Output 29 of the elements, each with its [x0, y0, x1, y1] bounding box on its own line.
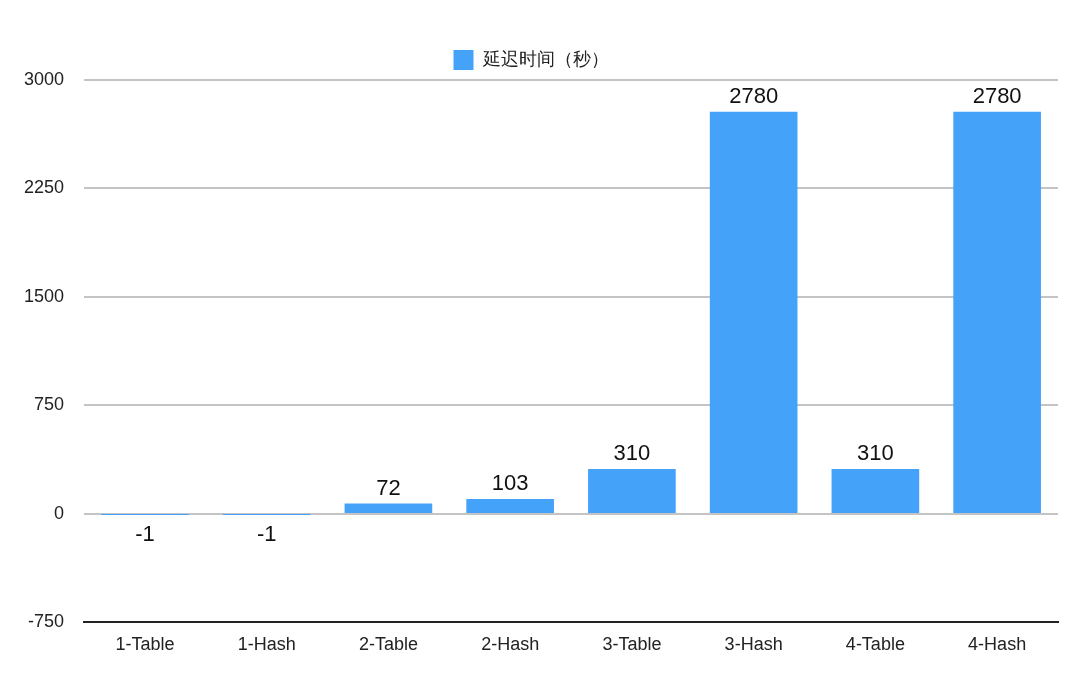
data-label: -1: [135, 521, 155, 547]
y-tick-label: 1500: [24, 285, 65, 306]
x-tick-label: 1-Table: [115, 634, 175, 655]
x-tick-label: 2-Hash: [481, 634, 540, 655]
data-label: 310: [857, 440, 894, 466]
y-tick-label: 2250: [24, 177, 65, 198]
bar: [344, 503, 433, 513]
x-tick-label: 3-Hash: [724, 634, 783, 655]
x-tick-label: 3-Table: [602, 634, 662, 655]
bar: [588, 469, 676, 513]
x-tick-label: 1-Hash: [237, 634, 296, 655]
bar: [831, 469, 920, 513]
data-label: 2780: [972, 82, 1022, 108]
data-label: 2780: [729, 82, 779, 108]
y-tick-label: -750: [28, 611, 65, 632]
bar: [709, 111, 798, 513]
bar: [466, 499, 554, 513]
x-tick-label: 4-Hash: [968, 634, 1027, 655]
data-label: 72: [376, 474, 401, 500]
y-tick-label: 3000: [24, 68, 65, 89]
y-tick-label: 0: [54, 502, 65, 523]
bar: [953, 111, 1041, 513]
legend-label: 延迟时间（秒）: [481, 48, 609, 69]
y-tick-label: 750: [34, 394, 65, 415]
data-label: 310: [613, 440, 651, 466]
x-tick-label: 2-Table: [358, 634, 418, 655]
x-tick-label: 4-Table: [845, 634, 905, 655]
data-label: 103: [491, 470, 529, 496]
data-label: -1: [256, 521, 277, 547]
